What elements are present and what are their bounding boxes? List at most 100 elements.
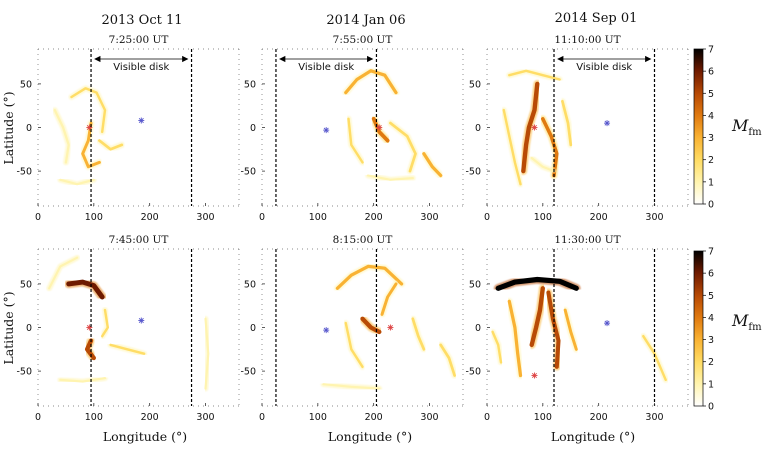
x-tick-label: 0 (259, 412, 265, 423)
panel-time: 7:25:00 UT (109, 34, 169, 46)
y-tick-label: -50 (240, 367, 256, 378)
colorbar-tick-label: 5 (708, 89, 714, 100)
y-tick-label: 50 (469, 79, 481, 90)
y-tick-label: 50 (244, 79, 256, 90)
feature-2 (529, 286, 545, 348)
feature-1 (495, 276, 579, 291)
marker (323, 327, 330, 334)
visible-disk-label: Visible disk (298, 62, 354, 73)
x-tick-label: 0 (35, 212, 41, 223)
y-tick-label: -50 (465, 167, 481, 178)
feature-6 (59, 377, 107, 383)
feature-3 (546, 290, 561, 369)
y-tick-label: 0 (26, 123, 32, 134)
colorbar-tick-label: 0 (708, 402, 714, 413)
x-tick-label: 300 (645, 212, 663, 223)
x-tick-label: 300 (196, 212, 214, 223)
x-tick-label: 200 (141, 412, 159, 423)
y-tick-label: -50 (240, 167, 256, 178)
colorbar-tick-label: 4 (708, 313, 714, 324)
x-tick-label: 100 (534, 412, 552, 423)
feature-1 (70, 87, 107, 134)
colorbar-bottom: 0 1 2 3 4 5 6 7 (693, 247, 714, 413)
ylabel-top: Latitude (°) (1, 91, 16, 164)
x-tick-label: 0 (484, 212, 490, 223)
feature-4 (507, 299, 523, 378)
colorbar-tick-label: 2 (708, 357, 714, 368)
ylabel-bottom: Latitude (°) (1, 291, 16, 364)
colorbar-top: 0 1 2 3 4 5 6 7 (693, 45, 714, 211)
feature-6 (367, 174, 414, 181)
y-tick-label: 50 (244, 279, 256, 290)
feature-4 (98, 139, 124, 151)
feature-7 (204, 317, 210, 390)
feature-3 (53, 108, 70, 164)
x-tick-label: 200 (365, 412, 383, 423)
x-tick-label: 200 (590, 212, 608, 223)
feature-5 (563, 308, 578, 351)
colorbar-tick-label: 3 (708, 133, 714, 144)
feature-4 (389, 121, 417, 173)
feature-group (342, 67, 445, 183)
feature-6 (491, 330, 503, 364)
x-tick-label: 300 (420, 212, 438, 223)
marker (138, 117, 145, 124)
panel-time: 11:30:00 UT (554, 234, 620, 246)
x-tick-label: 100 (309, 212, 327, 223)
y-tick-label: 50 (20, 279, 32, 290)
feature-2 (371, 116, 390, 143)
colorbar-tick-label: 3 (708, 335, 714, 346)
feature-4 (344, 321, 364, 369)
xlabel-col2: Longitude (°) (328, 429, 412, 444)
feature-1 (508, 69, 561, 81)
visible-disk-arrow (94, 55, 189, 63)
visible-disk-arrow (557, 55, 652, 63)
y-tick-label: 0 (26, 323, 32, 334)
panel-time: 7:55:00 UT (333, 34, 393, 46)
panel-5: 8:15:00 UT 0 100 200 300 50 0 -50 (240, 234, 464, 423)
x-tick-label: 300 (420, 412, 438, 423)
x-tick-label: 200 (365, 212, 383, 223)
colorbar-tick-label: 7 (708, 247, 714, 258)
colorbar-gradient (693, 48, 704, 205)
colorbar-tick-label: 6 (708, 269, 714, 280)
marker (531, 124, 538, 131)
visible-disk-arrow (279, 55, 374, 63)
feature-3 (380, 282, 398, 316)
column-title-2: 2014 Jan 06 (326, 13, 405, 28)
feature-group (51, 85, 125, 188)
x-tick-label: 200 (141, 212, 159, 223)
column-title-1: 2013 Oct 11 (101, 13, 182, 28)
feature-6 (530, 156, 556, 173)
y-tick-label: 0 (250, 323, 256, 334)
x-tick-label: 0 (484, 412, 490, 423)
colorbar-tick-label: 5 (708, 291, 714, 302)
y-tick-label: 0 (250, 123, 256, 134)
colorbar-tick-label: 4 (708, 111, 714, 122)
feature-5 (411, 317, 426, 351)
visible-disk-label: Visible disk (113, 62, 169, 73)
feature-6 (439, 343, 456, 377)
feature-1 (66, 279, 105, 300)
feature-7 (322, 383, 381, 390)
x-tick-label: 100 (534, 212, 552, 223)
feature-5 (109, 343, 146, 355)
panel-6: 11:30:00 UT 0 100 200 300 50 0 -50 (465, 234, 689, 423)
xlabel-col1: Longitude (°) (103, 429, 187, 444)
y-tick-label: 0 (475, 323, 481, 334)
panel-3: 11:10:00 UT Visible disk 0 100 200 300 50 0 -50 (465, 34, 689, 223)
y-tick-label: 50 (469, 279, 481, 290)
colorbar-tick-label: 2 (708, 155, 714, 166)
feature-1 (335, 264, 404, 290)
visible-disk-label: Visible disk (576, 62, 632, 73)
marker (138, 317, 145, 324)
mfm-label-bottom: Mfm (731, 311, 762, 333)
feature-group (500, 67, 574, 188)
marker (604, 320, 611, 327)
feature-group (46, 254, 212, 392)
colorbar-tick-label: 6 (708, 67, 714, 78)
feature-3 (347, 117, 364, 164)
marker (323, 127, 330, 134)
marker (376, 124, 383, 131)
y-tick-label: 0 (475, 123, 481, 134)
